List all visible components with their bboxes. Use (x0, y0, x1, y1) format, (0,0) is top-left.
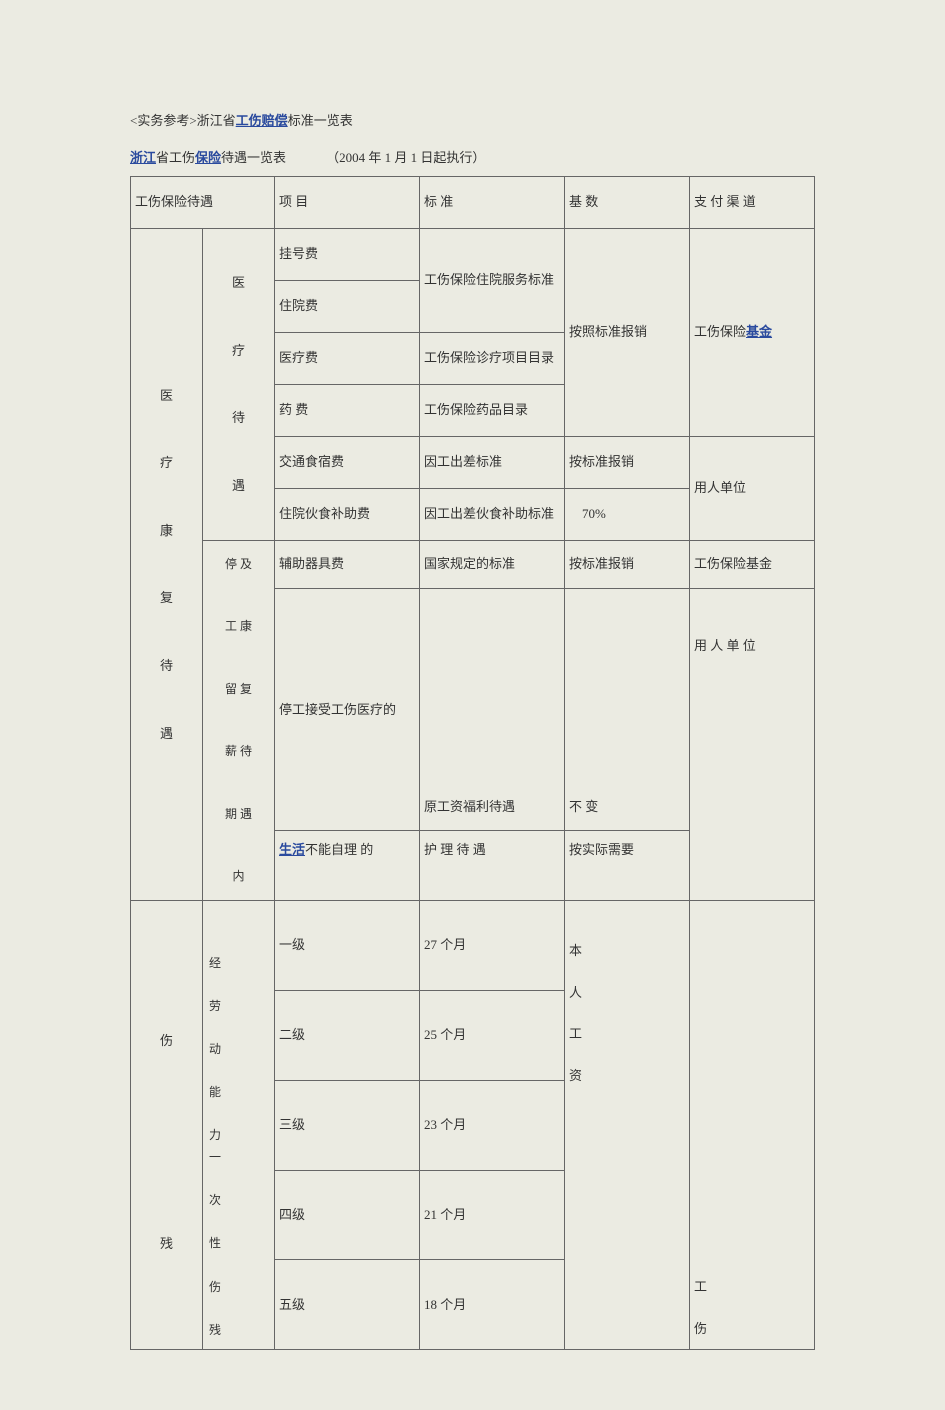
header-standard: 标 准 (420, 177, 565, 229)
std-lvl1: 27 个月 (420, 901, 565, 991)
pay-injury: 工 伤 (690, 901, 815, 1350)
base-r1-4: 按照标准报销 (565, 229, 690, 437)
std-stopwork: 原工资福利待遇 (420, 589, 565, 831)
item-stopwork: 停工接受工伤医疗的 (275, 589, 420, 831)
header-treatment: 工伤保险待遇 (131, 177, 275, 229)
std-r1r2: 工伤保险住院服务标准 (420, 229, 565, 333)
cat-medical: 医 疗 康 复 待 遇 (131, 229, 203, 901)
header-pay: 支 付 渠 道 (690, 177, 815, 229)
item-transport: 交通食宿费 (275, 437, 420, 489)
base-food: 70% (565, 489, 690, 541)
std-drug: 工伤保险药品目录 (420, 385, 565, 437)
item-lvl5: 五级 (275, 1260, 420, 1350)
subcat-medical-treat: 医 疗 待 遇 (203, 229, 275, 541)
std-aid: 国家规定的标准 (420, 541, 565, 589)
cat-disability: 伤 残 (131, 901, 203, 1350)
header-row: 工伤保险待遇 项 目 标 准 基 数 支 付 渠 道 (131, 177, 815, 229)
life-link[interactable]: 生活 (279, 842, 305, 857)
zhejiang-link[interactable]: 浙江 (130, 150, 156, 165)
item-food: 住院伙食补助费 (275, 489, 420, 541)
base-transport: 按标准报销 (565, 437, 690, 489)
insurance-link[interactable]: 保险 (195, 150, 221, 165)
header-item: 项 目 (275, 177, 420, 229)
title2-mid1: 省工伤 (156, 150, 195, 165)
title2-mid2: 待遇一览表 (221, 150, 286, 165)
std-food: 因工出差伙食补助标准 (420, 489, 565, 541)
title-line-1: <实务参考>浙江省工伤赔偿标准一览表 (130, 110, 815, 129)
header-base: 基 数 (565, 177, 690, 229)
title-line-2: 浙江省工伤保险待遇一览表 （2004 年 1 月 1 日起执行） (130, 147, 815, 166)
subcat-assess-right: 一 次 性 伤 残 (209, 1147, 227, 1341)
base-care: 按实际需要 (565, 831, 690, 901)
item-medical: 医疗费 (275, 333, 420, 385)
item-aid: 辅助器具费 (275, 541, 420, 589)
title2-date: （2004 年 1 月 1 日起执行） (326, 150, 485, 165)
item-care-suffix: 不能自理 的 (305, 842, 373, 857)
std-medical: 工伤保险诊疗项目目录 (420, 333, 565, 385)
title1-prefix: <实务参考>浙江省 (130, 113, 236, 128)
item-hospital: 住院费 (275, 281, 420, 333)
pay-r1-4: 工伤保险基金 (690, 229, 815, 437)
std-lvl3: 23 个月 (420, 1080, 565, 1170)
std-lvl2: 25 个月 (420, 990, 565, 1080)
fund-link[interactable]: 基金 (746, 324, 772, 339)
pay-aid: 工伤保险基金 (690, 541, 815, 589)
title1-suffix: 标准一览表 (288, 113, 353, 128)
std-lvl5: 18 个月 (420, 1260, 565, 1350)
item-lvl4: 四级 (275, 1170, 420, 1260)
base-stopwork: 不 变 (565, 589, 690, 831)
cat-disability-text: 伤 残 (160, 1033, 173, 1251)
item-care: 生活不能自理 的 (275, 831, 420, 901)
subcat-assess-left: 经 劳 动 能 力 (209, 953, 227, 1147)
item-registration: 挂号费 (275, 229, 420, 281)
pay-stopwork: 用 人 单 位 (690, 589, 815, 901)
item-lvl1: 一级 (275, 901, 420, 991)
benefits-table: 工伤保险待遇 项 目 标 准 基 数 支 付 渠 道 医 疗 康 复 待 遇 医… (130, 176, 815, 1350)
table-row: 停 及 工 康 留 复 薪 待 期 遇 内 辅助器具费 国家规定的标准 按标准报… (131, 541, 815, 589)
table-row: 医 疗 康 复 待 遇 医 疗 待 遇 挂号费 工伤保险住院服务标准 按照标准报… (131, 229, 815, 281)
std-care: 护 理 待 遇 (420, 831, 565, 901)
injury-compensation-link[interactable]: 工伤赔偿 (236, 113, 288, 128)
std-transport: 因工出差标准 (420, 437, 565, 489)
base-salary: 本 人 工 资 (565, 901, 690, 1350)
item-lvl3: 三级 (275, 1080, 420, 1170)
item-lvl2: 二级 (275, 990, 420, 1080)
base-aid: 按标准报销 (565, 541, 690, 589)
pay-employer: 用人单位 (690, 437, 815, 541)
pay-fund-prefix: 工伤保险 (694, 324, 746, 339)
subcat-stopwork: 停 及 工 康 留 复 薪 待 期 遇 内 (203, 541, 275, 901)
item-drug: 药 费 (275, 385, 420, 437)
std-lvl4: 21 个月 (420, 1170, 565, 1260)
subcat-assess: 经 劳 动 能 力 一 次 性 伤 残 (203, 901, 275, 1350)
table-row: 伤 残 经 劳 动 能 力 一 次 性 伤 残 一级 27 个月 本 人 工 资… (131, 901, 815, 991)
